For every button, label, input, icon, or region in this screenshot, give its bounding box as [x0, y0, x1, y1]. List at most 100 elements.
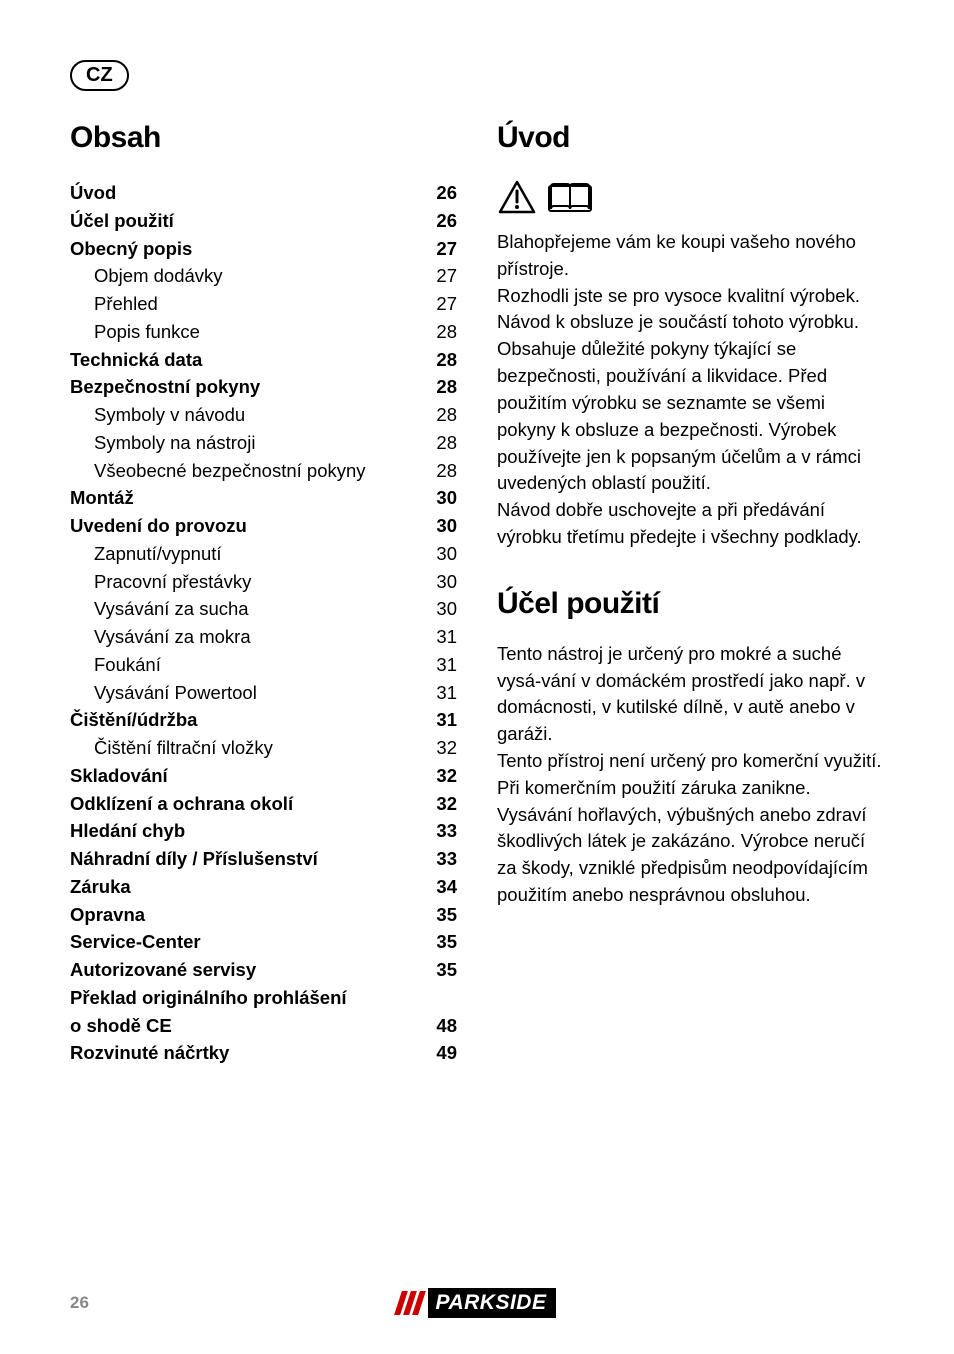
- toc-line: Vysávání za sucha30: [70, 595, 457, 623]
- toc-line: Objem dodávky27: [70, 262, 457, 290]
- left-column: Obsah Úvod26Účel použití 26 Obecný popis 27…: [70, 121, 457, 1067]
- content-columns: Obsah Úvod26Účel použití 26 Obecný popis 27…: [70, 121, 884, 1067]
- toc-label: Service-Center: [70, 928, 201, 956]
- toc-label: Vysávání Powertool: [94, 679, 257, 707]
- toc-label: Hledání chyb: [70, 817, 185, 845]
- toc-page: 28: [436, 373, 457, 401]
- toc-line: Hledání chyb 33: [70, 817, 457, 845]
- toc: Úvod26Účel použití26Obecný popis27Objem …: [70, 179, 457, 1067]
- toc-label: Foukání: [94, 651, 161, 679]
- toc-line: Účel použití 26: [70, 207, 457, 235]
- toc-page: 28: [436, 429, 457, 457]
- toc-line: Obecný popis 27: [70, 235, 457, 263]
- toc-label: Technická data: [70, 346, 202, 374]
- toc-page: 32: [436, 734, 457, 762]
- toc-label: Všeobecné bezpečnostní pokyny: [94, 457, 366, 485]
- toc-line: Bezpečnostní pokyny 28: [70, 373, 457, 401]
- toc-label: Náhradní díly / Příslušenství: [70, 845, 318, 873]
- toc-page: 31: [436, 706, 457, 734]
- toc-line: Service-Center 35: [70, 928, 457, 956]
- toc-label: Objem dodávky: [94, 262, 223, 290]
- toc-page: 26: [436, 207, 457, 235]
- toc-line: Popis funkce 28: [70, 318, 457, 346]
- toc-line: Přehled 27: [70, 290, 457, 318]
- toc-page: 28: [436, 318, 457, 346]
- toc-label: Autorizované servisy: [70, 956, 256, 984]
- toc-line: Pracovní přestávky 30: [70, 568, 457, 596]
- toc-page: 30: [436, 540, 457, 568]
- toc-line: Technická data28: [70, 346, 457, 374]
- toc-line: Skladování 32: [70, 762, 457, 790]
- toc-label: Účel použití: [70, 207, 174, 235]
- toc-label: Uvedení do provozu: [70, 512, 247, 540]
- uvod-text: Blahopřejeme vám ke koupi vašeho nového …: [497, 229, 884, 551]
- toc-line: Symboly v návodu 28: [70, 401, 457, 429]
- toc-label: Opravna: [70, 901, 145, 929]
- toc-line: Překlad originálního prohlášení: [70, 984, 457, 1012]
- toc-line: Úvod26: [70, 179, 457, 207]
- toc-page: 27: [436, 290, 457, 318]
- logo-bars: [398, 1291, 422, 1315]
- toc-label: Popis funkce: [94, 318, 200, 346]
- toc-line: Vysávání Powertool 31: [70, 679, 457, 707]
- toc-page: 28: [436, 457, 457, 485]
- toc-label: Vysávání za mokra: [94, 623, 251, 651]
- toc-page: 28: [436, 401, 457, 429]
- brand-text: PARKSIDE: [428, 1288, 557, 1318]
- toc-line: Symboly na nástroji 28: [70, 429, 457, 457]
- obsah-title: Obsah: [70, 121, 457, 155]
- toc-page: 33: [436, 845, 457, 873]
- toc-label: Obecný popis: [70, 235, 192, 263]
- toc-label: Zapnutí/vypnutí: [94, 540, 222, 568]
- toc-label: Úvod: [70, 179, 116, 207]
- footer: 26 PARKSIDE: [70, 1288, 884, 1318]
- toc-line: Všeobecné bezpečnostní pokyny 28: [70, 457, 457, 485]
- toc-page: 30: [436, 484, 457, 512]
- page-number: 26: [70, 1293, 89, 1313]
- toc-label: Skladování: [70, 762, 168, 790]
- warning-icons: [497, 179, 884, 215]
- toc-page: 35: [436, 928, 457, 956]
- toc-page: 33: [436, 817, 457, 845]
- toc-line: Náhradní díly / Příslušenství 33: [70, 845, 457, 873]
- toc-page: 48: [436, 1012, 457, 1040]
- toc-page: 27: [436, 235, 457, 263]
- toc-line: Vysávání za mokra31: [70, 623, 457, 651]
- toc-label: Přehled: [94, 290, 158, 318]
- manual-book-icon: [547, 179, 593, 215]
- toc-line: Čištění/údržba 31: [70, 706, 457, 734]
- toc-label: Čištění filtrační vložky: [94, 734, 273, 762]
- toc-page: 31: [436, 679, 457, 707]
- toc-line: Montáž 30: [70, 484, 457, 512]
- toc-page: 31: [436, 651, 457, 679]
- toc-page: 30: [436, 595, 457, 623]
- toc-label: Symboly v návodu: [94, 401, 245, 429]
- toc-label: o shodě CE: [70, 1012, 172, 1040]
- toc-label: Montáž: [70, 484, 134, 512]
- warning-triangle-icon: [497, 179, 537, 215]
- brand-logo: PARKSIDE: [398, 1288, 557, 1318]
- toc-label: Čištění/údržba: [70, 706, 197, 734]
- toc-line: Rozvinuté náčrtky49: [70, 1039, 457, 1067]
- toc-page: 30: [436, 512, 457, 540]
- toc-label: Překlad originálního prohlášení: [70, 984, 347, 1012]
- toc-page: 32: [436, 762, 457, 790]
- toc-page: 30: [436, 568, 457, 596]
- toc-page: 35: [436, 901, 457, 929]
- toc-label: Symboly na nástroji: [94, 429, 255, 457]
- toc-page: 32: [436, 790, 457, 818]
- toc-line: Foukání 31: [70, 651, 457, 679]
- toc-line: Autorizované servisy 35: [70, 956, 457, 984]
- toc-line: Uvedení do provozu 30: [70, 512, 457, 540]
- toc-page: 35: [436, 956, 457, 984]
- toc-line: Opravna 35: [70, 901, 457, 929]
- toc-label: Záruka: [70, 873, 131, 901]
- toc-label: Pracovní přestávky: [94, 568, 251, 596]
- toc-label: Bezpečnostní pokyny: [70, 373, 260, 401]
- right-column: Úvod Blahopřejeme vám ke koupi vašeho no…: [497, 121, 884, 1067]
- toc-line: Čištění filtrační vložky 32: [70, 734, 457, 762]
- toc-page: 49: [436, 1039, 457, 1067]
- toc-page: 34: [436, 873, 457, 901]
- uvod-title: Úvod: [497, 121, 884, 155]
- toc-label: Odklízení a ochrana okolí: [70, 790, 293, 818]
